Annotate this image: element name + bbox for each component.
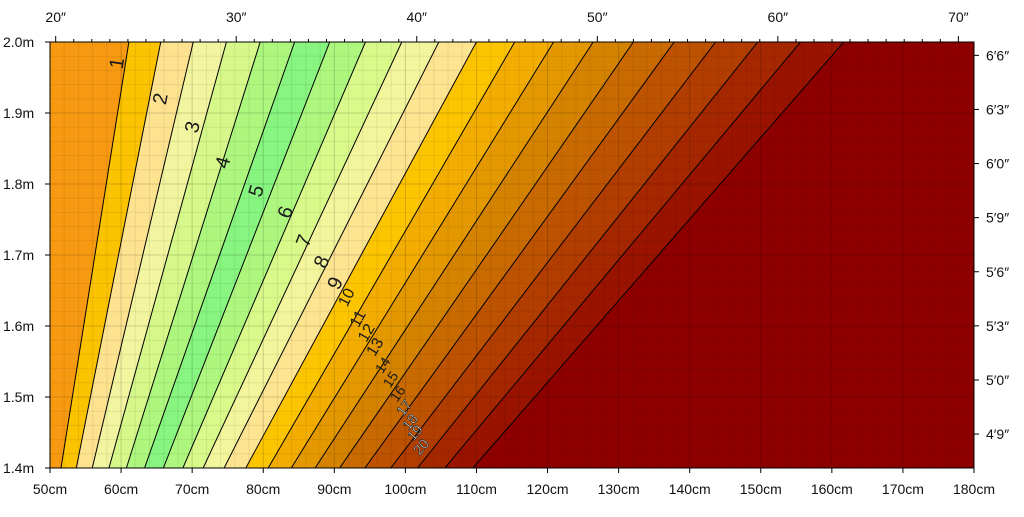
contour-band-6: [144, 42, 330, 468]
y-tick-label-left: 1.5m: [3, 389, 34, 405]
x-tick-label-bottom: 80cm: [246, 481, 280, 497]
contour-band-12: [268, 42, 554, 468]
contour-label-11: 11: [347, 307, 370, 330]
y-tick-label-right: 6′6″: [986, 47, 1009, 63]
contour-band-7: [163, 42, 366, 468]
contour-band-3: [92, 42, 227, 468]
contour-line-6: [144, 42, 296, 468]
y-tick-label-right: 6′0″: [986, 156, 1009, 172]
contour-label-3: 3: [181, 119, 205, 135]
x-tick-label-bottom: 50cm: [33, 481, 67, 497]
contour-band-4: [108, 42, 261, 468]
x-tick-label-top: 30″: [226, 9, 247, 25]
contour-line-2: [75, 42, 162, 468]
contour-band-1: [61, 42, 161, 468]
contour-band-8: [182, 42, 402, 468]
y-tick-label-right: 5′6″: [986, 264, 1009, 280]
contour-line-20: [472, 42, 845, 468]
contour-line-18: [417, 42, 759, 468]
y-tick-label-right: 5′0″: [986, 372, 1009, 388]
contour-line-10: [223, 42, 440, 468]
contour-label-13: 13: [364, 335, 388, 359]
x-tick-label-top: 20″: [45, 9, 66, 25]
contour-line-14: [314, 42, 594, 468]
y-tick-label-left: 2.0m: [3, 34, 34, 50]
contour-band-2: [76, 42, 194, 468]
x-tick-label-top: 40″: [406, 9, 427, 25]
x-tick-label-top: 60″: [768, 9, 789, 25]
contour-line-19: [444, 42, 801, 468]
contour-line-4: [108, 42, 227, 468]
contour-line-8: [182, 42, 366, 468]
x-tick-label-bottom: 160cm: [811, 481, 853, 497]
x-tick-label-top: 50″: [587, 9, 608, 25]
y-tick-label-right: 5′3″: [986, 318, 1009, 334]
contour-band-14: [315, 42, 634, 468]
x-tick-label-bottom: 100cm: [384, 481, 426, 497]
contour-label-15: 15: [379, 368, 401, 390]
x-tick-label-bottom: 60cm: [104, 481, 138, 497]
x-tick-label-bottom: 120cm: [527, 481, 569, 497]
contour-line-13: [290, 42, 555, 468]
contour-line-11: [245, 42, 477, 468]
x-tick-label-bottom: 180cm: [953, 481, 995, 497]
x-tick-label-bottom: 170cm: [882, 481, 924, 497]
x-tick-label-bottom: 130cm: [598, 481, 640, 497]
contour-line-17: [390, 42, 717, 468]
x-tick-label-bottom: 140cm: [669, 481, 711, 497]
contour-line-15: [339, 42, 634, 468]
contour-band-15: [339, 42, 675, 468]
contour-band-9: [203, 42, 439, 468]
y-tick-label-left: 1.9m: [3, 105, 34, 121]
contour-band-13: [291, 42, 594, 468]
contour-label-10: 10: [336, 286, 359, 310]
contour-label-2: 2: [149, 91, 173, 106]
contour-band-11: [245, 42, 515, 468]
contour-band-10: [224, 42, 477, 468]
y-tick-label-right: 5′9″: [986, 210, 1009, 226]
contour-line-9: [202, 42, 403, 468]
y-tick-label-right: 4′9″: [986, 426, 1009, 442]
contour-label-1: 1: [106, 56, 129, 70]
contour-band-19: [444, 42, 844, 468]
x-tick-label-bottom: 150cm: [740, 481, 782, 497]
contour-line-3: [91, 42, 194, 468]
x-tick-label-bottom: 110cm: [456, 481, 497, 497]
contour-label-14: 14: [372, 354, 394, 376]
contour-band-18: [417, 42, 801, 468]
contour-line-1: [60, 42, 130, 468]
contour-band-20: [472, 42, 974, 468]
y-tick-label-left: 1.4m: [3, 460, 34, 476]
contour-label-12: 12: [355, 321, 379, 345]
contour-line-5: [125, 42, 261, 468]
contour-band-5: [126, 42, 295, 468]
x-tick-label-bottom: 70cm: [175, 481, 209, 497]
contour-line-16: [364, 42, 675, 468]
contour-band-0: [50, 42, 129, 468]
contour-line-12: [267, 42, 516, 468]
contour-line-7: [162, 42, 331, 468]
x-tick-label-top: 70″: [948, 9, 969, 25]
y-tick-label-left: 1.8m: [3, 176, 34, 192]
y-tick-label-right: 6′3″: [986, 101, 1009, 117]
y-tick-label-left: 1.6m: [3, 318, 34, 334]
contour-band-17: [390, 42, 758, 468]
contour-band-16: [364, 42, 716, 468]
x-tick-label-bottom: 90cm: [317, 481, 351, 497]
y-tick-label-left: 1.7m: [3, 247, 34, 263]
